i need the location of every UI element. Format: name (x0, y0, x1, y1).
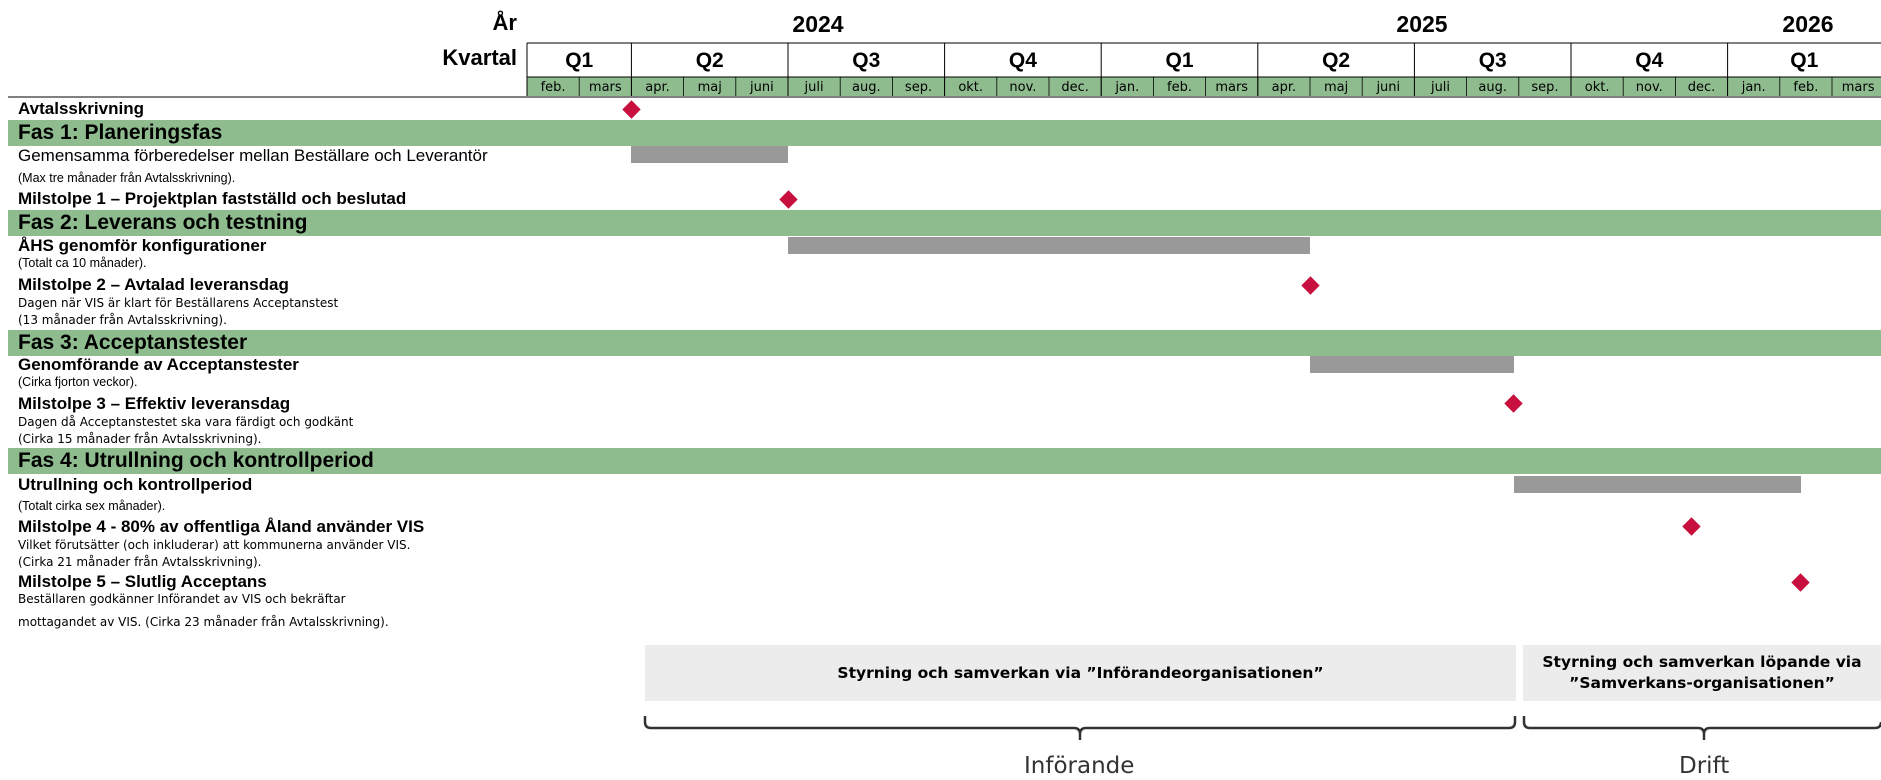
milestone-diamond-signing (622, 99, 641, 119)
task-bar-accept (1310, 356, 1514, 373)
brace-label-operation: Drift (1679, 753, 1730, 779)
month-label-3: apr. (645, 80, 670, 95)
governance-band-implementation: Styrning och samverkan via ”Införandeorg… (645, 645, 1516, 701)
brace-operation (1522, 716, 1881, 740)
milestone-4-desc: Vilket förutsätter (och inkluderar) att … (18, 538, 411, 552)
prep-title: Gemensamma förberedelser mellan Beställa… (18, 146, 488, 165)
config-subtitle: (Totalt ca 10 månader). (18, 256, 147, 270)
config-title: ÅHS genomför konfigurationer (18, 236, 267, 255)
quarter-label-6: Q2 (1322, 49, 1350, 72)
month-label-5: juni (749, 80, 774, 95)
quarter-label-8: Q4 (1635, 49, 1663, 72)
governance-band-implementation-text: Styrning och samverkan via ”Införandeorg… (837, 663, 1324, 682)
task-bar-rollout (1513, 476, 1801, 493)
accept-subtitle: (Cirka fjorton veckor). (18, 375, 138, 389)
month-label-1: feb. (541, 80, 566, 95)
month-label-7: aug. (852, 80, 881, 95)
milestone-3-note: (Cirka 15 månader från Avtalsskrivning). (18, 432, 262, 446)
month-label-9: okt. (958, 80, 983, 95)
governance-band-operation-text: Styrning och samverkan löpande via ”Samve… (1542, 652, 1861, 694)
month-label-20: sep. (1531, 80, 1558, 95)
governance-band-operation-line2: ”Samverkans-organisationen” (1569, 674, 1835, 692)
governance-band-operation: Styrning och samverkan löpande via ”Samve… (1523, 645, 1881, 701)
month-label-2: mars (589, 80, 622, 95)
month-label-10: nov. (1009, 80, 1036, 95)
milestone-diamond-5 (1791, 572, 1810, 592)
year-label-2024: 2024 (792, 11, 843, 37)
month-label-21: okt. (1585, 80, 1610, 95)
milestone-diamond-4 (1681, 516, 1701, 536)
month-label-17: juni (1375, 80, 1400, 95)
phase-1-band (8, 120, 1881, 146)
milestone-3-title: Milstolpe 3 – Effektiv leveransdag (18, 394, 291, 413)
milestone-2-title: Milstolpe 2 – Avtalad leveransdag (18, 275, 289, 294)
timeline-header: Q1 Q2 Q3 Q4 Q1 Q2 Q3 Q4 Q1 feb. mars apr. maj juni jul… (8, 11, 1881, 98)
accept-title: Genomförande av Acceptanstester (18, 355, 299, 374)
month-label-11: dec. (1061, 80, 1089, 95)
phase-4-band (8, 448, 1881, 474)
phase-3-title: Fas 3: Acceptanstester (18, 331, 248, 354)
month-label-16: maj (1324, 80, 1348, 95)
prep-subtitle: (Max tre månader från Avtalsskrivning). (18, 171, 236, 185)
milestone-5-desc: Beställaren godkänner Införandet av VIS … (18, 592, 346, 606)
milestone-diamond-3 (1504, 393, 1523, 413)
milestone-1-title: Milstolpe 1 – Projektplan fastställd och… (18, 189, 407, 208)
milestone-4-title: Milstolpe 4 - 80% av offentliga Åland an… (18, 517, 425, 536)
month-label-6: juli (804, 80, 824, 95)
phase-1-title: Fas 1: Planeringsfas (18, 121, 223, 144)
month-label-25: feb. (1793, 80, 1818, 95)
month-label-12: jan. (1114, 80, 1139, 95)
month-label-19: aug. (1478, 80, 1507, 95)
quarter-label-2: Q2 (696, 49, 724, 72)
task-bar-prep (631, 146, 788, 163)
phase-2-band (8, 210, 1881, 236)
milestone-diamond-2 (1300, 275, 1320, 295)
brace-label-implementation: Införande (1024, 753, 1135, 779)
month-label-4: maj (698, 80, 722, 95)
quarter-label-9: Q1 (1790, 49, 1818, 72)
quarter-label-4: Q4 (1009, 49, 1037, 72)
month-label-13: feb. (1167, 80, 1192, 95)
milestone-5-note: mottagandet av VIS. (Cirka 23 månader fr… (18, 615, 389, 629)
month-label-18: juli (1430, 80, 1450, 95)
phase-2-title: Fas 2: Leverans och testning (18, 211, 308, 234)
milestone-4-note: (Cirka 21 månader från Avtalsskrivning). (18, 555, 262, 569)
phase-3-band (8, 330, 1881, 356)
rollout-title: Utrullning och kontrollperiod (18, 475, 253, 494)
month-label-14: mars (1215, 80, 1248, 95)
month-label-8: sep. (905, 80, 932, 95)
milestone-3-desc: Dagen då Acceptanstestet ska vara färdig… (18, 415, 354, 429)
milestone-diamond-1 (778, 189, 798, 209)
month-row-band (527, 77, 1881, 96)
quarter-label-5: Q1 (1165, 49, 1193, 72)
milestone-2-note: (13 månader från Avtalsskrivning). (18, 313, 227, 327)
year-label-2026: 2026 (1782, 11, 1833, 37)
month-label-24: jan. (1741, 80, 1766, 95)
brace-implementation (643, 716, 1517, 740)
quarter-label-3: Q3 (852, 49, 880, 72)
rollout-subtitle: (Totalt cirka sex månader). (18, 499, 166, 513)
month-label-23: dec. (1688, 80, 1716, 95)
year-label-2025: 2025 (1396, 11, 1447, 37)
year-label: År (492, 10, 517, 35)
month-label-15: apr. (1272, 80, 1297, 95)
task-bar-config (788, 237, 1310, 254)
phase-4-title: Fas 4: Utrullning och kontrollperiod (18, 449, 374, 472)
month-label-26: mars (1842, 80, 1875, 95)
month-label-22: nov. (1636, 80, 1663, 95)
signing-title: Avtalsskrivning (18, 99, 144, 118)
governance-band-operation-line1: Styrning och samverkan löpande via (1542, 653, 1862, 672)
milestone-2-desc: Dagen när VIS är klart för Beställarens … (18, 296, 339, 310)
quarter-label-7: Q3 (1479, 49, 1507, 72)
milestone-5-title: Milstolpe 5 – Slutlig Acceptans (18, 572, 267, 591)
quarter-label-1: Q1 (565, 49, 593, 72)
quarter-label: Kvartal (442, 45, 517, 70)
